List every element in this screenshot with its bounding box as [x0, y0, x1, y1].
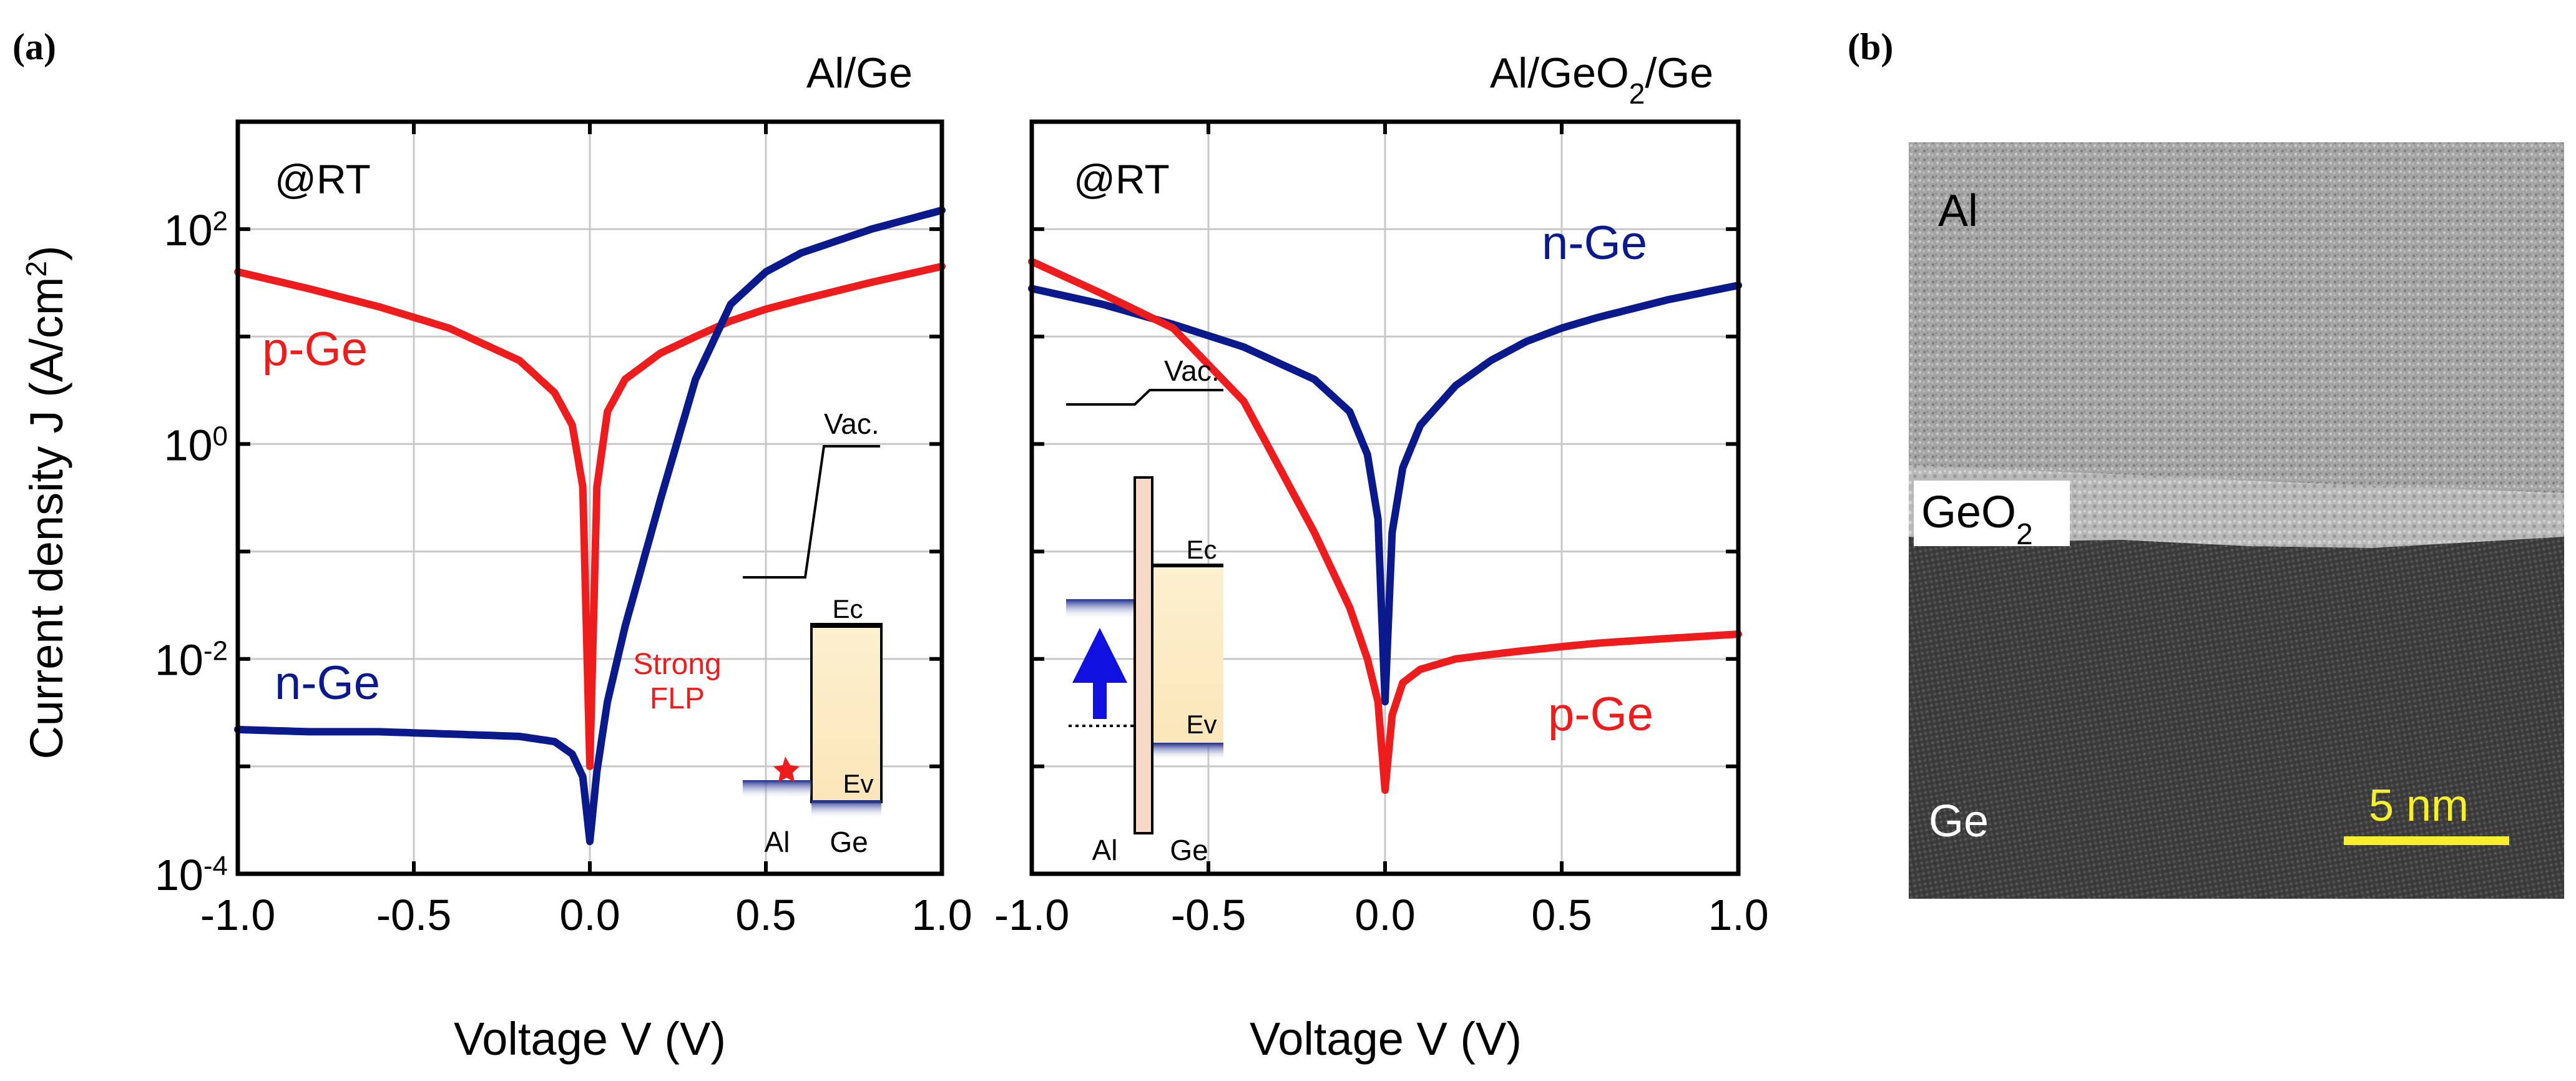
plot-title-al-ge: Al/Ge: [806, 49, 913, 97]
rt-annotation-al-ge: @RT: [275, 156, 371, 202]
x-tick-label: 0.5: [1531, 891, 1592, 939]
x-tick-label: 0.0: [1354, 891, 1415, 939]
inset-metal-label-2: Al: [1092, 834, 1118, 866]
x-tick-label: 1.0: [1708, 891, 1768, 939]
curves-al-ge: [234, 206, 946, 846]
inset-semi-label-2: Ge: [1170, 834, 1208, 866]
x-tick-label: -0.5: [376, 891, 452, 939]
x-axis-label-al-ge: Voltage V (V): [454, 1013, 726, 1065]
tem-label-al: Al: [1938, 186, 1978, 236]
x-tick-label: 0.5: [735, 891, 796, 939]
ev-gradient-2: [1153, 743, 1223, 760]
tem-image: Al GeO2 Ge 5 nm: [1909, 142, 2564, 899]
ec-edge-2: [1153, 564, 1223, 567]
star-icon: [773, 756, 800, 782]
y-tick-label: 100: [164, 421, 228, 470]
metal-fermi-level: [743, 780, 811, 799]
vacuum-level-line-2: [1066, 389, 1223, 406]
metal-fermi-level-2: [1066, 599, 1134, 619]
series-line-n-ge: [1028, 281, 1742, 706]
inset-ec-label: Ec: [832, 594, 863, 624]
scale-bar: [2344, 836, 2509, 845]
inset-vac-label: Vac.: [824, 408, 879, 440]
curves-al-geo2-ge: [1028, 258, 1742, 794]
tem-ge-region: [1909, 537, 2564, 899]
inset-ev-label: Ev: [843, 769, 873, 798]
ec-edge: [811, 624, 881, 628]
rt-annotation-al-geo2-ge: @RT: [1074, 156, 1170, 202]
series-label-p-ge-al-ge: p-Ge: [262, 323, 368, 376]
y-axis-label: Current density J (A/cm2): [20, 245, 72, 759]
tem-geo2-region: [1909, 465, 2564, 548]
y-tick-label: 10-4: [155, 851, 228, 900]
x-tick-label: -0.5: [1171, 891, 1246, 939]
ge-band-box: [810, 623, 883, 803]
scale-bar-label: 5 nm: [2369, 781, 2469, 831]
series-line-p-ge: [1028, 258, 1742, 794]
y-tick-label: 10-2: [155, 635, 228, 685]
series-line-p-ge: [234, 262, 946, 770]
series-label-p-ge-al-geo2-ge: p-Ge: [1548, 688, 1653, 741]
panel-a-label: (a): [12, 26, 56, 67]
panel-b-label: (b): [1848, 26, 1893, 67]
plot-al-ge: -1.0 -0.5 0.0 0.5 1.0 102 100 10-2 10-4 Al/Ge @R…: [155, 49, 972, 939]
series-label-n-ge-al-ge: n-Ge: [275, 657, 380, 710]
inset-vac-label-2: Vac.: [1164, 355, 1220, 387]
ge-band-box-2: [1153, 565, 1223, 746]
ticks-al-geo2-ge: -1.0 -0.5 0.0 0.5 1.0: [994, 122, 1769, 939]
vacuum-level-line: [743, 445, 880, 579]
tem-label-ge: Ge: [1929, 796, 1989, 846]
inset-ev-label-2: Ev: [1186, 710, 1217, 739]
inset-note-flp: FLP: [650, 682, 705, 715]
x-tick-label: 1.0: [911, 891, 972, 939]
band-diagram-inset-al-geo2-ge: Vac. Ec Ev Al Ge: [1066, 355, 1223, 866]
x-tick-label: -1.0: [200, 891, 276, 939]
x-tick-label: 0.0: [559, 891, 620, 939]
tem-label-geo2: GeO2: [1921, 487, 2033, 551]
x-axis-label-al-geo2-ge: Voltage V (V): [1250, 1013, 1522, 1065]
series-label-n-ge-al-geo2-ge: n-Ge: [1542, 217, 1647, 270]
y-tick-label: 102: [164, 206, 228, 255]
geo2-barrier: [1134, 476, 1153, 834]
plot-al-geo2-ge: -1.0 -0.5 0.0 0.5 1.0 Al/GeO2/Ge @RT n-Ge p-…: [994, 49, 1769, 939]
inset-semi-label: Ge: [830, 826, 868, 858]
inset-ec-label-2: Ec: [1186, 535, 1217, 564]
inset-metal-label: Al: [765, 826, 790, 858]
plot-title-al-geo2-ge: Al/GeO2/Ge: [1490, 49, 1713, 110]
x-tick-label: -1.0: [994, 891, 1070, 939]
ticks-al-ge: -1.0 -0.5 0.0 0.5 1.0 102 100 10-2 10-4: [155, 122, 972, 939]
series-line-n-ge: [234, 206, 946, 846]
inset-note-strong: Strong: [633, 648, 721, 681]
tem-geo2-label-bg: [1914, 481, 2070, 546]
band-diagram-inset-al-ge: Vac. Ec Ev Al Ge: [743, 408, 883, 858]
ev-gradient: [811, 800, 881, 819]
